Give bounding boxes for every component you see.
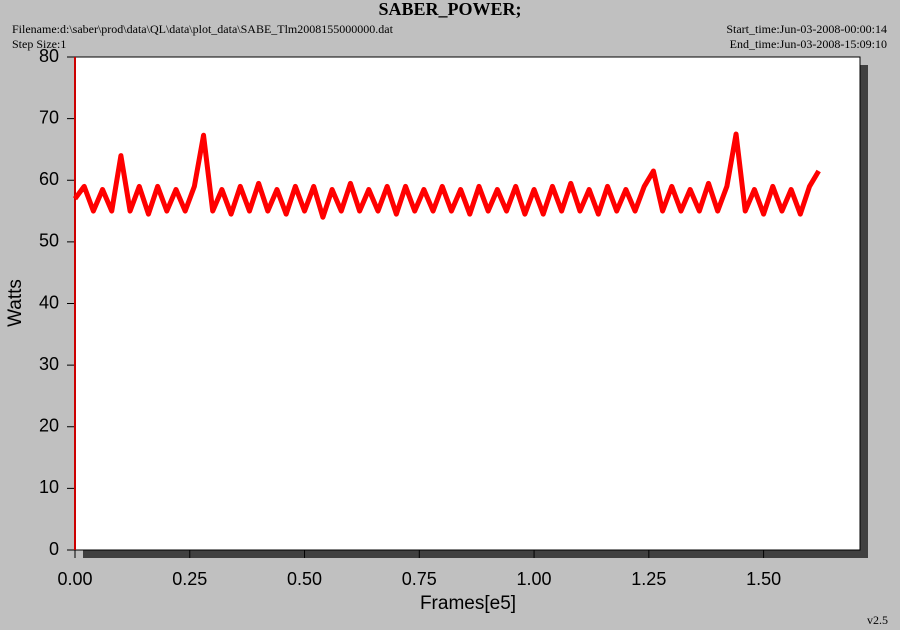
x-tick-label: 1.25 <box>631 569 666 589</box>
step-size: Step Size:1 <box>12 37 66 51</box>
y-tick-label: 20 <box>39 416 59 436</box>
x-tick-label: 1.00 <box>517 569 552 589</box>
filename: Filename:d:\saber\prod\data\QL\data\plot… <box>12 22 394 36</box>
y-tick-label: 60 <box>39 169 59 189</box>
plot-area <box>74 56 861 551</box>
y-tick-label: 30 <box>39 354 59 374</box>
start-time: Start_time:Jun-03-2008-00:00:14 <box>726 22 887 36</box>
y-tick-label: 0 <box>49 539 59 559</box>
x-tick-label: 0.25 <box>172 569 207 589</box>
data-line <box>72 131 821 220</box>
y-tick-label: 40 <box>39 292 59 312</box>
x-axis-label: Frames[e5] <box>420 593 516 614</box>
y-tick-label: 10 <box>39 477 59 497</box>
y-tick-label: 80 <box>39 46 59 66</box>
y-tick-label: 50 <box>39 231 59 251</box>
end-time: End_time:Jun-03-2008-15:09:10 <box>730 37 887 51</box>
x-tick-label: 1.50 <box>746 569 781 589</box>
y-tick-label: 70 <box>39 107 59 127</box>
chart-title: SABER_POWER; <box>378 0 521 19</box>
x-tick-label: 0.75 <box>402 569 437 589</box>
y-axis-label: Watts <box>5 279 26 327</box>
x-tick-label: 0.00 <box>57 569 92 589</box>
x-tick-label: 0.50 <box>287 569 322 589</box>
version: v2.5 <box>867 613 888 627</box>
